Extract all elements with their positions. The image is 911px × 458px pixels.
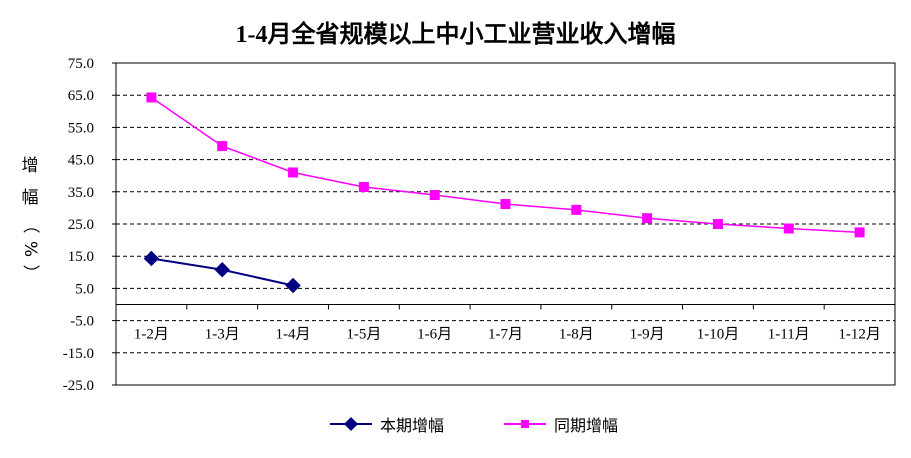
legend-swatch [330,417,372,431]
y-axis-label-char: 增 [21,156,39,176]
y-tick-label: 75.0 [68,56,94,72]
data-point [712,219,723,229]
x-tick-label: 1-10月 [697,327,740,343]
y-tick-label: 35.0 [68,185,94,201]
data-point [143,250,160,267]
y-tick-label: 15.0 [68,249,94,265]
data-point [214,262,230,278]
y-tick-label: 65.0 [68,88,94,104]
line-chart: 75.0 65.0 55.0 45.0 35.0 25.0 15.0 5.0 -5.0 -15.0… [63,56,896,394]
legend-item: 同期增幅 [502,412,618,436]
legend-item: 本期增幅 [328,412,444,436]
data-point [854,227,865,238]
x-tick-label: 1-5月 [346,327,381,343]
x-tick-label: 1-3月 [205,327,240,343]
data-point [288,167,299,178]
data-point [146,92,157,103]
y-axis-label: 增幅（%） [18,150,42,284]
legend-label: 本期增幅 [380,416,445,435]
x-tick-label: 1-4月 [276,327,311,343]
x-tick-label: 1-6月 [417,327,452,343]
x-tick-label: 1-9月 [630,327,665,343]
data-point [217,141,228,152]
legend-marker [521,420,530,428]
x-tick-label: 1-12月 [838,327,881,343]
data-point [642,213,653,224]
data-point [429,190,440,201]
y-tick-label: -5.0 [70,314,94,330]
legend-marker [344,417,358,431]
data-point [571,204,582,215]
x-tick-label: 1-2月 [134,327,169,343]
y-tick-label: -15.0 [63,346,94,362]
legend: 本期增幅 同期增幅 [328,410,676,438]
chart-title: 1-4月全省规模以上中小工业营业收入增幅 [235,22,676,48]
y-tick-label: 55.0 [68,120,94,136]
x-tick-label: 1-8月 [559,327,594,343]
y-tick-label: -25.0 [63,378,94,394]
x-tick-label: 1-7月 [488,327,523,343]
x-tick-label: 1-11月 [768,327,810,343]
data-point [285,277,301,294]
data-point [500,199,511,210]
data-point [358,181,369,192]
y-axis-label-char: 幅 [21,188,39,208]
data-point [783,223,794,234]
legend-label: 同期增幅 [554,416,619,435]
y-tick-label: 25.0 [68,217,94,233]
y-tick-label: 5.0 [75,281,94,297]
y-tick-label: 45.0 [68,153,94,169]
legend-swatch [504,420,547,428]
